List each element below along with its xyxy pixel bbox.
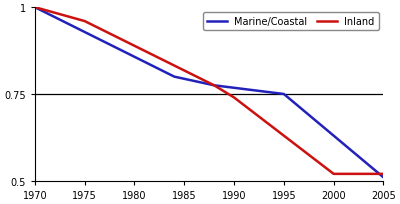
Marine/Coastal bbox=[32, 7, 37, 9]
Inland bbox=[232, 97, 236, 99]
Marine/Coastal bbox=[172, 76, 177, 79]
Line: Inland: Inland bbox=[35, 8, 384, 174]
Inland bbox=[82, 21, 87, 23]
Inland bbox=[212, 85, 216, 87]
Inland bbox=[32, 7, 37, 9]
Inland bbox=[381, 173, 386, 175]
Line: Marine/Coastal: Marine/Coastal bbox=[35, 8, 384, 177]
Legend: Marine/Coastal, Inland: Marine/Coastal, Inland bbox=[203, 13, 378, 31]
Marine/Coastal bbox=[212, 85, 216, 87]
Marine/Coastal bbox=[282, 93, 286, 96]
Inland bbox=[331, 173, 336, 175]
Marine/Coastal bbox=[381, 176, 386, 179]
